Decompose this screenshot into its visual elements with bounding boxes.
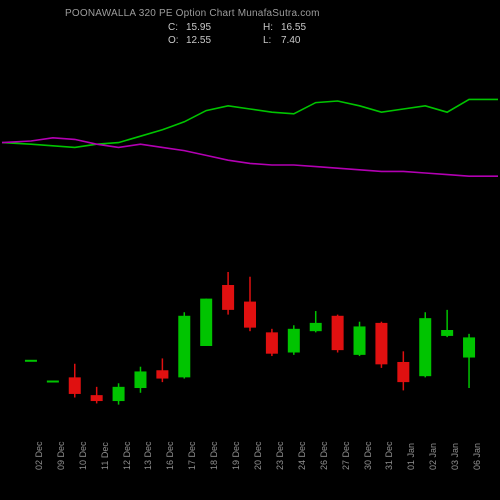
candle-body [463,337,475,357]
candle-body [69,377,81,394]
x-axis-label: 02 Dec [34,420,44,470]
candle-body [134,371,146,388]
candle-body [310,323,322,331]
candle-body [244,302,256,328]
candle-body [419,318,431,376]
candle-body [375,323,387,364]
candle-body [288,329,300,353]
x-axis-label: 24 Dec [297,420,307,470]
x-axis-label: 01 Jan [406,420,416,470]
x-axis-label: 03 Jan [450,420,460,470]
price-chart [0,0,500,500]
x-axis-label: 11 Dec [100,420,110,470]
x-axis-label: 02 Jan [428,420,438,470]
x-axis-label: 27 Dec [341,420,351,470]
candle-body [397,362,409,382]
candle-body [222,285,234,310]
candle-body [266,332,278,353]
indicator-line-2 [2,138,498,176]
candle-body [354,326,366,354]
x-axis-label: 19 Dec [231,420,241,470]
x-axis-label: 23 Dec [275,420,285,470]
x-axis-label: 16 Dec [165,420,175,470]
x-axis-label: 17 Dec [187,420,197,470]
x-axis-label: 31 Dec [384,420,394,470]
x-axis-label: 10 Dec [78,420,88,470]
candle-body [156,370,168,378]
candle-body [441,330,453,336]
candle-body [47,381,59,383]
x-axis-label: 30 Dec [363,420,373,470]
candle-body [113,387,125,401]
x-axis-label: 06 Jan [472,420,482,470]
x-axis-label: 09 Dec [56,420,66,470]
candle-body [178,316,190,378]
candle-body [25,360,37,362]
x-axis-label: 12 Dec [122,420,132,470]
candle-body [332,316,344,350]
x-axis-label: 13 Dec [143,420,153,470]
candle-body [91,395,103,401]
x-axis-label: 20 Dec [253,420,263,470]
x-axis-label: 26 Dec [319,420,329,470]
x-axis-label: 18 Dec [209,420,219,470]
candle-body [200,299,212,346]
